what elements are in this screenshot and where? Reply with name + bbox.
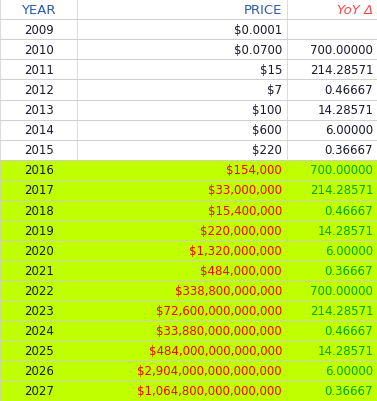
Text: 0.36667: 0.36667 <box>325 144 373 157</box>
Bar <box>0 200 377 221</box>
Text: 2019: 2019 <box>24 224 54 237</box>
Text: 214.28571: 214.28571 <box>310 64 373 77</box>
Bar <box>0 0 377 20</box>
Text: $15,400,000: $15,400,000 <box>208 204 282 217</box>
Text: 14.28571: 14.28571 <box>317 224 373 237</box>
Bar <box>0 321 377 341</box>
Text: 2020: 2020 <box>24 244 54 257</box>
Text: $484,000,000,000,000: $484,000,000,000,000 <box>149 344 282 357</box>
Text: PRICE: PRICE <box>244 4 282 16</box>
Bar <box>0 221 377 241</box>
Text: 2016: 2016 <box>24 164 54 177</box>
Text: 2026: 2026 <box>24 365 54 377</box>
Text: $1,320,000,000: $1,320,000,000 <box>189 244 282 257</box>
Text: 0.46667: 0.46667 <box>325 204 373 217</box>
Text: 2021: 2021 <box>24 264 54 277</box>
Text: 6.00000: 6.00000 <box>325 124 373 137</box>
Text: $2,904,000,000,000,000: $2,904,000,000,000,000 <box>137 365 282 377</box>
Text: 2014: 2014 <box>24 124 54 137</box>
Bar <box>0 301 377 321</box>
Text: YEAR: YEAR <box>21 4 56 16</box>
Text: 214.28571: 214.28571 <box>310 304 373 317</box>
Bar <box>0 140 377 160</box>
Text: 700.00000: 700.00000 <box>310 44 373 57</box>
Text: $220: $220 <box>252 144 282 157</box>
Text: $100: $100 <box>252 104 282 117</box>
Bar <box>0 80 377 100</box>
Text: $0.0700: $0.0700 <box>234 44 282 57</box>
Text: $33,000,000: $33,000,000 <box>208 184 282 197</box>
Text: $154,000: $154,000 <box>226 164 282 177</box>
Text: 6.00000: 6.00000 <box>325 244 373 257</box>
Bar <box>0 160 377 180</box>
Text: $7: $7 <box>267 84 282 97</box>
Text: 2023: 2023 <box>24 304 54 317</box>
Text: $220,000,000: $220,000,000 <box>200 224 282 237</box>
Text: 2009: 2009 <box>24 24 54 36</box>
Text: 700.00000: 700.00000 <box>310 164 373 177</box>
Text: $15: $15 <box>260 64 282 77</box>
Bar <box>0 100 377 120</box>
Bar <box>0 20 377 40</box>
Text: 2011: 2011 <box>24 64 54 77</box>
Bar <box>0 281 377 301</box>
Bar <box>0 341 377 361</box>
Text: $338,800,000,000: $338,800,000,000 <box>175 284 282 297</box>
Text: 2015: 2015 <box>24 144 54 157</box>
Bar <box>0 261 377 281</box>
Text: $600: $600 <box>252 124 282 137</box>
Text: 2017: 2017 <box>24 184 54 197</box>
Text: 2024: 2024 <box>24 324 54 337</box>
Bar <box>0 60 377 80</box>
Text: 14.28571: 14.28571 <box>317 344 373 357</box>
Text: 214.28571: 214.28571 <box>310 184 373 197</box>
Text: YoY Δ: YoY Δ <box>337 4 373 16</box>
Text: 700.00000: 700.00000 <box>310 284 373 297</box>
Text: 2018: 2018 <box>24 204 54 217</box>
Bar <box>0 241 377 261</box>
Text: 0.46667: 0.46667 <box>325 84 373 97</box>
Bar <box>0 361 377 381</box>
Text: 2010: 2010 <box>24 44 54 57</box>
Bar <box>0 120 377 140</box>
Text: 2025: 2025 <box>24 344 54 357</box>
Text: $1,064,800,000,000,000: $1,064,800,000,000,000 <box>137 385 282 397</box>
Bar <box>0 40 377 60</box>
Text: 14.28571: 14.28571 <box>317 104 373 117</box>
Text: 0.46667: 0.46667 <box>325 324 373 337</box>
Text: 2012: 2012 <box>24 84 54 97</box>
Text: $484,000,000: $484,000,000 <box>200 264 282 277</box>
Text: 2027: 2027 <box>24 385 54 397</box>
Text: $33,880,000,000,000: $33,880,000,000,000 <box>156 324 282 337</box>
Text: 6.00000: 6.00000 <box>325 365 373 377</box>
Text: $0.0001: $0.0001 <box>234 24 282 36</box>
Text: $72,600,000,000,000: $72,600,000,000,000 <box>156 304 282 317</box>
Text: 2022: 2022 <box>24 284 54 297</box>
Text: 2013: 2013 <box>24 104 54 117</box>
Bar <box>0 381 377 401</box>
Bar <box>0 180 377 200</box>
Text: 0.36667: 0.36667 <box>325 385 373 397</box>
Text: 0.36667: 0.36667 <box>325 264 373 277</box>
